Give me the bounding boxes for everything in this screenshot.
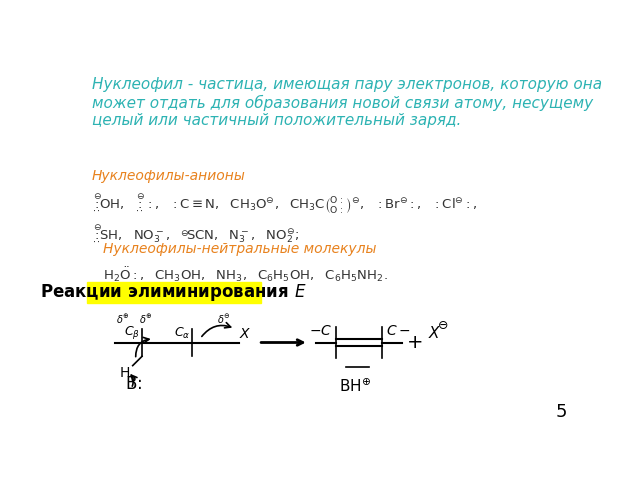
Text: Нуклеофилы-анионы: Нуклеофилы-анионы [92, 169, 246, 183]
Text: $\delta^{\oplus}$: $\delta^{\oplus}$ [116, 312, 129, 325]
Text: +: + [406, 333, 423, 352]
Text: $C-$: $C-$ [386, 324, 411, 338]
Text: $X$: $X$ [428, 325, 442, 341]
Text: $\mathrm{B}\!:$: $\mathrm{B}\!:$ [125, 374, 143, 393]
Text: $\overset{\ominus}{\underset{\cdot\cdot}{:}}\!\mathrm{SH,}$  $\mathrm{NO_3^-,}$ : $\overset{\ominus}{\underset{\cdot\cdot}… [92, 223, 299, 242]
Text: $\mathrm{H_2\ddot{O}:,}$  $\mathrm{CH_3OH,}$  $\mathrm{NH_3,}$  $\mathrm{C_6H_5O: $\mathrm{H_2\ddot{O}:,}$ $\mathrm{CH_3OH… [103, 265, 388, 284]
Text: $\mathrm{BH}^{\oplus}$: $\mathrm{BH}^{\oplus}$ [339, 378, 371, 395]
FancyBboxPatch shape [87, 282, 260, 303]
Text: Нуклеофил - частица, имеющая пару электронов, которую она
может отдать для образ: Нуклеофил - частица, имеющая пару электр… [92, 77, 602, 128]
Text: 5: 5 [556, 403, 566, 421]
Text: Реакции элиминирования $\mathit{E}$: Реакции элиминирования $\mathit{E}$ [40, 282, 307, 303]
Text: $C_\beta$: $C_\beta$ [124, 324, 140, 341]
Text: $\overset{\ominus}{\underset{\cdot\cdot}{:}}\!\mathrm{OH,}$  $\overset{\ominus}{: $\overset{\ominus}{\underset{\cdot\cdot}… [92, 192, 477, 214]
Text: Нуклеофилы-нейтральные молекулы: Нуклеофилы-нейтральные молекулы [103, 242, 377, 256]
Text: $\delta^{\oplus}$: $\delta^{\oplus}$ [139, 312, 153, 325]
Text: H: H [119, 366, 129, 380]
Text: $X$: $X$ [239, 327, 252, 341]
Text: $\delta^{\ominus}$: $\delta^{\ominus}$ [216, 312, 230, 325]
Text: $\ominus$: $\ominus$ [437, 319, 449, 332]
Text: $-C$: $-C$ [308, 324, 332, 338]
Text: $C_\alpha$: $C_\alpha$ [173, 326, 190, 341]
